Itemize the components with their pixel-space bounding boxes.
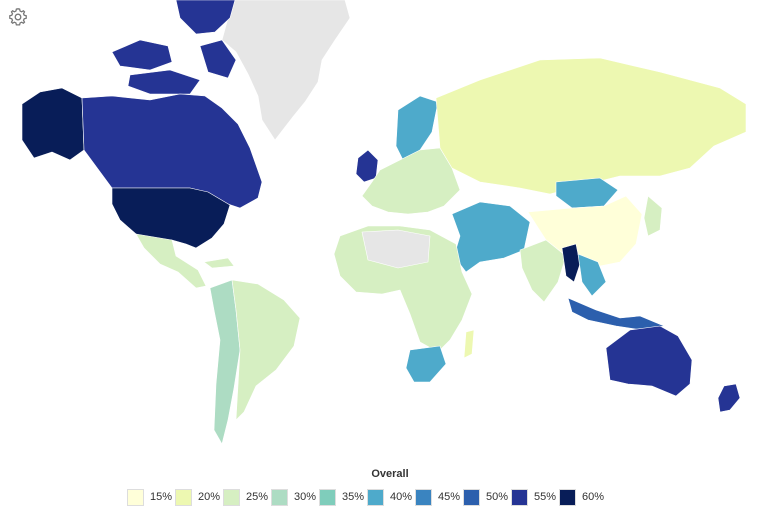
legend-swatch bbox=[271, 488, 288, 506]
region-madagascar[interactable] bbox=[463, 329, 475, 359]
region-south-africa[interactable] bbox=[405, 345, 447, 383]
legend-item[interactable]: 55% bbox=[511, 488, 559, 506]
legend-swatch bbox=[463, 488, 480, 506]
region-europe[interactable] bbox=[361, 147, 461, 215]
legend-label: 50% bbox=[486, 491, 509, 503]
legend-item[interactable]: 45% bbox=[415, 488, 463, 506]
legend-swatch bbox=[175, 488, 192, 506]
legend-item[interactable]: 25% bbox=[223, 488, 271, 506]
region-indonesia[interactable] bbox=[567, 297, 665, 331]
region-mongolia[interactable] bbox=[555, 177, 619, 209]
legend-swatch bbox=[127, 488, 144, 506]
region-sahara[interactable] bbox=[361, 229, 431, 269]
region-mexico[interactable] bbox=[135, 233, 207, 289]
legend-item[interactable]: 40% bbox=[367, 488, 415, 506]
region-united-states[interactable] bbox=[111, 187, 231, 249]
legend-swatch bbox=[559, 488, 576, 506]
legend-label: 20% bbox=[198, 491, 221, 503]
region-middle-east[interactable] bbox=[451, 201, 531, 273]
region-southeast-asia[interactable] bbox=[577, 253, 607, 297]
legend-item[interactable]: 30% bbox=[271, 488, 319, 506]
legend-label: 30% bbox=[294, 491, 317, 503]
region-canada[interactable] bbox=[127, 69, 201, 95]
region-brazil[interactable] bbox=[231, 279, 301, 421]
legend-title: Overall bbox=[371, 468, 409, 480]
region-new-zealand[interactable] bbox=[717, 383, 741, 413]
region-canada[interactable] bbox=[111, 39, 173, 71]
legend-label: 15% bbox=[150, 491, 173, 503]
legend-label: 60% bbox=[582, 491, 605, 503]
legend-swatch bbox=[367, 488, 384, 506]
region-united-kingdom[interactable] bbox=[355, 149, 379, 183]
legend-label: 25% bbox=[246, 491, 269, 503]
legend-item[interactable]: 60% bbox=[559, 488, 607, 506]
legend-label: 45% bbox=[438, 491, 461, 503]
region-myanmar[interactable] bbox=[561, 243, 581, 283]
region-canada[interactable] bbox=[175, 0, 236, 35]
legend-swatch bbox=[511, 488, 528, 506]
region-alaska[interactable] bbox=[21, 87, 85, 161]
legend-label: 40% bbox=[390, 491, 413, 503]
region-scandinavia[interactable] bbox=[395, 95, 439, 163]
region-canada[interactable] bbox=[199, 39, 237, 79]
legend-swatch bbox=[415, 488, 432, 506]
region-japan[interactable] bbox=[643, 195, 663, 237]
legend-label: 55% bbox=[534, 491, 557, 503]
legend-item[interactable]: 35% bbox=[319, 488, 367, 506]
legend-item[interactable]: 15% bbox=[127, 488, 175, 506]
region-india[interactable] bbox=[519, 239, 567, 303]
region-mexico[interactable] bbox=[203, 257, 235, 269]
legend-swatch bbox=[223, 488, 240, 506]
legend-label: 35% bbox=[342, 491, 365, 503]
legend-item[interactable]: 50% bbox=[463, 488, 511, 506]
region-greenland[interactable] bbox=[221, 0, 351, 141]
legend: 15% 20% 25% 30% 35% 40% 45% 50% 55% 60% bbox=[127, 488, 607, 506]
world-map bbox=[21, 0, 747, 445]
region-russia[interactable] bbox=[435, 57, 747, 195]
gear-icon[interactable] bbox=[8, 7, 28, 27]
region-australia[interactable] bbox=[605, 325, 693, 397]
legend-item[interactable]: 20% bbox=[175, 488, 223, 506]
legend-swatch bbox=[319, 488, 336, 506]
